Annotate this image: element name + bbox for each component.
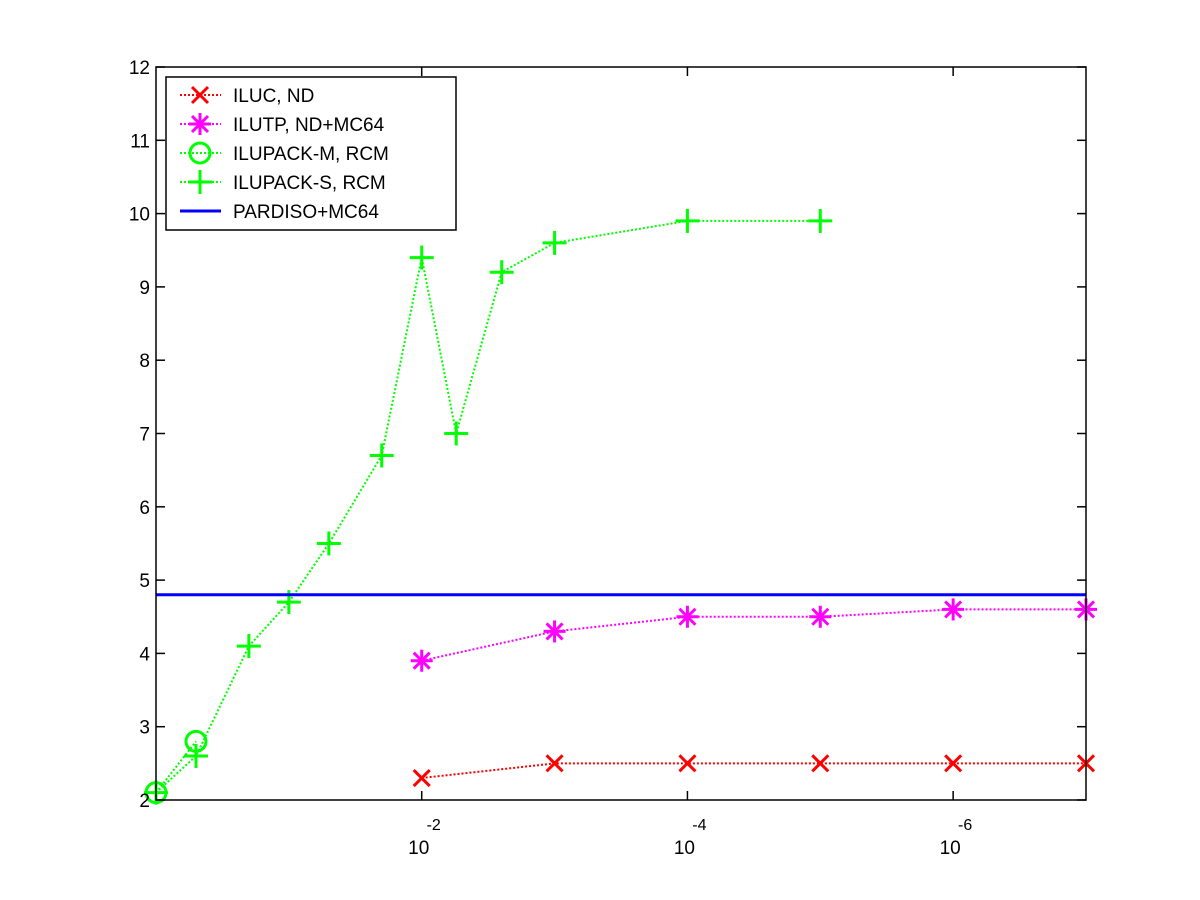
legend-entry-2: ILUPACK-M, RCM [180, 141, 389, 165]
marker-x-stroke [811, 754, 830, 773]
y-tick-label: 2 [139, 791, 150, 812]
axes: 2 3 4 5 6 7 8 9 10 11 12 -2 10 -4 10 -6 10 [129, 58, 1087, 859]
marker-asterisk [809, 605, 832, 628]
marker-x-stroke [944, 754, 963, 773]
data-point [811, 754, 830, 773]
y-tick-label: 5 [139, 571, 150, 592]
marker-x [412, 768, 431, 788]
data-point [410, 649, 433, 672]
y-tick-label: 12 [129, 58, 150, 79]
y-tick-label: 10 [129, 205, 150, 226]
x-tick-base: 10 [940, 838, 961, 859]
legend-entry-4: PARDISO+MC64 [180, 202, 379, 223]
series-line [421, 762, 1086, 779]
data-point [183, 744, 208, 769]
data-point [808, 208, 833, 233]
marker-asterisk [942, 598, 965, 621]
data-point [545, 754, 564, 773]
marker-plus [808, 208, 833, 233]
marker-asterisk [189, 113, 211, 135]
marker-plus [316, 531, 341, 556]
data-point [316, 531, 341, 556]
legend-label: ILUTP, ND+MC64 [233, 115, 385, 136]
x-tick-base: 10 [674, 838, 695, 859]
data-point [675, 208, 700, 233]
x-tick-exponent: -2 [427, 817, 441, 834]
legend-label: ILUPACK-M, RCM [233, 144, 389, 165]
marker-asterisk-stroke [944, 600, 963, 619]
marker-plus [489, 260, 514, 285]
x-tick-exponent: -6 [958, 817, 972, 834]
legend-label: ILUC, ND [233, 86, 314, 107]
data-point [412, 768, 431, 788]
legend-box [165, 76, 457, 231]
data-point [444, 421, 469, 446]
data-point [942, 598, 965, 621]
y-tick-label: 6 [139, 498, 150, 519]
marker-asterisk-stroke [412, 651, 431, 670]
marker-asterisk-stroke [545, 622, 564, 641]
marker-plus [444, 421, 469, 446]
y-tick-label: 8 [139, 351, 150, 372]
data-point [543, 620, 566, 643]
x-tick-exponent: -4 [692, 817, 706, 834]
marker-asterisk [676, 605, 699, 628]
data-point [678, 754, 697, 773]
marker-asterisk-stroke [190, 114, 210, 134]
data-point [489, 260, 514, 285]
marker-plus [409, 245, 434, 270]
x-tick-base: 10 [408, 838, 429, 859]
marker-x [678, 754, 697, 773]
y-tick-label: 11 [130, 131, 150, 152]
data-point [944, 754, 963, 773]
marker-asterisk [410, 649, 433, 672]
marker-plus [183, 744, 208, 769]
data-point [809, 605, 832, 628]
series-line [155, 740, 197, 794]
legend-entry-0: ILUC, ND [180, 85, 314, 107]
marker-circle [188, 141, 212, 165]
marker-plus [542, 230, 567, 255]
marker-plus [236, 634, 261, 659]
legend-entry-1: ILUTP, ND+MC64 [180, 113, 385, 136]
y-tick-label: 3 [139, 718, 150, 739]
y-tick-label: 9 [139, 278, 150, 299]
series-line [155, 219, 821, 794]
data-point [409, 245, 434, 270]
legend-entry-3: ILUPACK-S, RCM [180, 170, 386, 194]
marker-x-stroke [678, 754, 697, 773]
marker-x-stroke [190, 85, 210, 105]
marker-plus [675, 208, 700, 233]
marker-asterisk-stroke [811, 607, 830, 626]
data-point [542, 230, 567, 255]
data-point [676, 605, 699, 628]
marker-asterisk-stroke [678, 607, 697, 626]
marker-x-stroke [545, 754, 564, 773]
marker-x [811, 754, 830, 773]
legend-label: PARDISO+MC64 [233, 202, 379, 223]
marker-plus [188, 170, 212, 194]
marker-x-stroke [412, 768, 431, 788]
legend-label: ILUPACK-S, RCM [233, 173, 386, 194]
series-line [421, 608, 1086, 662]
data-point [369, 443, 394, 468]
marker-x [190, 85, 210, 105]
marker-asterisk [543, 620, 566, 643]
marker-x [545, 754, 564, 773]
data-point [236, 634, 261, 659]
marker-x [944, 754, 963, 773]
y-tick-label: 7 [139, 425, 150, 446]
marker-plus [369, 443, 394, 468]
y-tick-label: 4 [139, 644, 150, 665]
legend: ILUC, ND ILUTP, ND+MC64 ILUPACK-M, RCM ILUP… [165, 76, 457, 231]
